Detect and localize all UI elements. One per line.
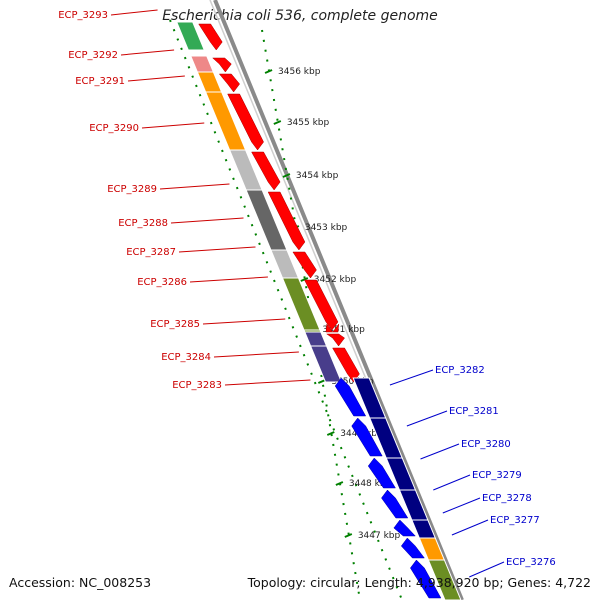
gene-label: ECP_3277 <box>490 515 540 526</box>
gene-label: ECP_3280 <box>461 439 511 450</box>
gene-label-leader <box>442 497 481 514</box>
gene-label: ECP_3276 <box>506 557 556 568</box>
gene-label-leader <box>110 9 158 16</box>
scale-tick-label: 3451 kbp <box>322 325 365 335</box>
gene-label-leader <box>127 75 185 82</box>
scale-tick <box>282 173 291 178</box>
scale-tick-label: 3452 kbp <box>314 275 357 285</box>
gene-label: ECP_3278 <box>482 493 532 504</box>
scale-dotted-guide <box>261 29 361 600</box>
gene-label-leader <box>433 474 471 491</box>
gene-label: ECP_3284 <box>161 352 211 363</box>
cog-box <box>427 559 462 600</box>
reverse-gene-arrow <box>334 377 367 417</box>
gene-label: ECP_3279 <box>472 470 522 481</box>
scale-tick-label: 3456 kbp <box>278 67 321 77</box>
reverse-gene-arrow <box>381 489 409 519</box>
scale-tick <box>273 120 282 125</box>
scale-tick <box>326 431 335 436</box>
reverse-gene-arrow <box>393 519 416 537</box>
cog-box <box>189 55 215 73</box>
forward-gene-arrow <box>227 93 264 151</box>
scale-tick <box>344 533 353 538</box>
cog-box <box>196 71 223 93</box>
backbone-line <box>213 0 464 600</box>
gene-label-leader <box>469 561 505 578</box>
scale-tick <box>300 277 309 282</box>
gene-label-leader <box>213 351 299 358</box>
gene-label-leader <box>406 410 448 427</box>
gene-label-leader <box>120 49 175 56</box>
gene-label: ECP_3282 <box>435 365 485 376</box>
gene-label-leader <box>420 443 460 460</box>
forward-gene-arrow <box>267 191 306 251</box>
scale-tick-label: 3448 kbp <box>349 479 392 489</box>
reverse-gene-arrow <box>400 537 425 559</box>
scale-tick-label: 3454 kbp <box>296 171 339 181</box>
gene-label-leader <box>189 276 268 283</box>
gene-label: ECP_3285 <box>150 319 200 330</box>
gene-label-leader <box>451 519 489 536</box>
scale-tick-label: 3453 kbp <box>305 223 348 233</box>
gene-label-leader <box>202 318 286 325</box>
gene-label-leader <box>389 369 434 386</box>
gene-label: ECP_3287 <box>126 247 176 258</box>
gene-label: ECP_3292 <box>68 50 118 61</box>
forward-gene-arrow <box>325 333 345 347</box>
gene-label: ECP_3281 <box>449 406 499 417</box>
gene-label-leader <box>224 379 311 386</box>
inner-dotted-guide <box>169 19 403 600</box>
gene-label: ECP_3289 <box>107 184 157 195</box>
scale-tick-label: 3455 kbp <box>287 118 330 128</box>
cog-box <box>175 21 206 51</box>
genome-summary-text: Topology: circular; Length: 4,938,920 bp… <box>247 575 591 590</box>
forward-gene-arrow <box>304 279 339 331</box>
scale-tick <box>264 69 273 74</box>
reverse-gene-arrow <box>410 559 442 599</box>
reverse-gene-arrow <box>367 457 396 489</box>
scale-tick <box>335 481 344 486</box>
gene-label: ECP_3286 <box>137 277 187 288</box>
gene-label: ECP_3288 <box>118 218 168 229</box>
gene-label-leader <box>170 217 244 224</box>
forward-gene-arrow <box>218 73 240 93</box>
gene-label: ECP_3283 <box>172 380 222 391</box>
gene-label: ECP_3293 <box>58 10 108 21</box>
gene-label: ECP_3290 <box>89 123 139 134</box>
forward-gene-arrow <box>251 151 281 191</box>
forward-gene-arrow <box>325 323 340 333</box>
forward-gene-arrow <box>292 251 317 279</box>
reverse-gene-arrow <box>351 417 383 457</box>
scale-tick-label: 3447 kbp <box>358 531 401 541</box>
gene-label-leader <box>141 122 205 129</box>
scale-tick-label: 3450 kbp <box>331 377 374 387</box>
scale-tick <box>317 379 326 384</box>
forward-gene-arrow <box>198 23 223 51</box>
map-title: Escherichia coli 536, complete genome <box>162 8 438 24</box>
accession-text: Accession: NC_008253 <box>9 575 152 590</box>
gene-label-leader <box>178 246 256 253</box>
gene-label: ECP_3291 <box>75 76 125 87</box>
forward-gene-arrow <box>212 57 232 73</box>
gene-label-leader <box>159 183 230 190</box>
